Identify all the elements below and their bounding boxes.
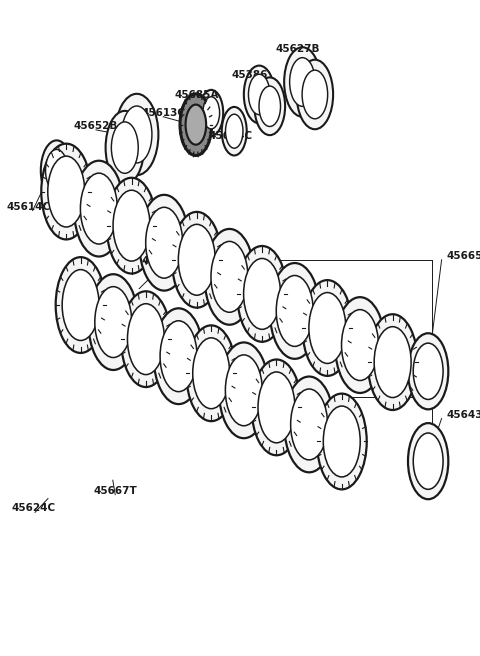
Ellipse shape (193, 338, 229, 409)
Text: 45685A: 45685A (175, 90, 219, 100)
Ellipse shape (199, 90, 223, 136)
Ellipse shape (408, 333, 448, 409)
Ellipse shape (297, 60, 333, 129)
Ellipse shape (284, 47, 321, 117)
Text: 45652B: 45652B (74, 121, 118, 131)
Ellipse shape (154, 308, 204, 404)
Ellipse shape (237, 246, 287, 342)
Ellipse shape (106, 111, 144, 184)
Text: 45613C: 45613C (141, 108, 185, 118)
Text: 45386: 45386 (231, 70, 268, 81)
Ellipse shape (56, 257, 106, 353)
Ellipse shape (302, 280, 352, 376)
Ellipse shape (259, 86, 280, 127)
Ellipse shape (180, 94, 212, 155)
Ellipse shape (302, 70, 328, 119)
Text: 45624: 45624 (222, 392, 258, 402)
Ellipse shape (335, 297, 385, 393)
Ellipse shape (139, 195, 189, 291)
Ellipse shape (41, 144, 91, 239)
Ellipse shape (276, 276, 313, 346)
Ellipse shape (309, 293, 346, 363)
Ellipse shape (244, 258, 280, 329)
Ellipse shape (289, 58, 315, 106)
Text: 45624C: 45624C (12, 503, 56, 514)
Ellipse shape (107, 178, 156, 274)
Text: 45665: 45665 (446, 251, 480, 261)
Ellipse shape (111, 122, 138, 173)
Ellipse shape (62, 270, 99, 340)
Ellipse shape (342, 310, 378, 380)
Ellipse shape (368, 314, 418, 410)
Ellipse shape (186, 325, 236, 421)
Ellipse shape (413, 433, 443, 489)
Ellipse shape (219, 342, 269, 438)
Ellipse shape (186, 104, 206, 145)
Text: 45614C: 45614C (208, 131, 252, 142)
Ellipse shape (74, 161, 124, 256)
Ellipse shape (113, 190, 150, 261)
Ellipse shape (121, 106, 152, 163)
Ellipse shape (41, 140, 72, 201)
Text: 45627B: 45627B (276, 44, 320, 54)
Ellipse shape (249, 74, 270, 115)
Ellipse shape (374, 327, 411, 398)
Ellipse shape (324, 406, 360, 477)
Ellipse shape (252, 359, 301, 455)
Ellipse shape (203, 96, 219, 129)
Text: 45631C: 45631C (141, 256, 185, 266)
Ellipse shape (115, 94, 158, 175)
Ellipse shape (408, 423, 448, 499)
Ellipse shape (88, 274, 138, 370)
Ellipse shape (128, 304, 164, 375)
Ellipse shape (413, 343, 443, 400)
Ellipse shape (146, 207, 182, 278)
Text: 45667T: 45667T (93, 485, 137, 496)
Ellipse shape (211, 241, 248, 312)
Ellipse shape (284, 377, 334, 472)
Ellipse shape (160, 321, 197, 392)
Ellipse shape (226, 355, 262, 426)
Text: 45614C: 45614C (7, 201, 51, 212)
Text: 45643T: 45643T (446, 409, 480, 420)
Ellipse shape (222, 107, 247, 155)
Ellipse shape (172, 212, 222, 308)
Ellipse shape (258, 372, 295, 443)
Ellipse shape (204, 229, 254, 325)
Ellipse shape (46, 150, 68, 192)
Ellipse shape (48, 156, 84, 227)
Ellipse shape (291, 389, 327, 460)
Ellipse shape (121, 291, 171, 387)
Ellipse shape (244, 66, 275, 123)
Ellipse shape (226, 114, 243, 148)
Ellipse shape (270, 263, 320, 359)
Ellipse shape (81, 173, 117, 244)
Ellipse shape (179, 224, 215, 295)
Ellipse shape (254, 77, 285, 135)
Ellipse shape (317, 394, 367, 489)
Ellipse shape (95, 287, 132, 358)
